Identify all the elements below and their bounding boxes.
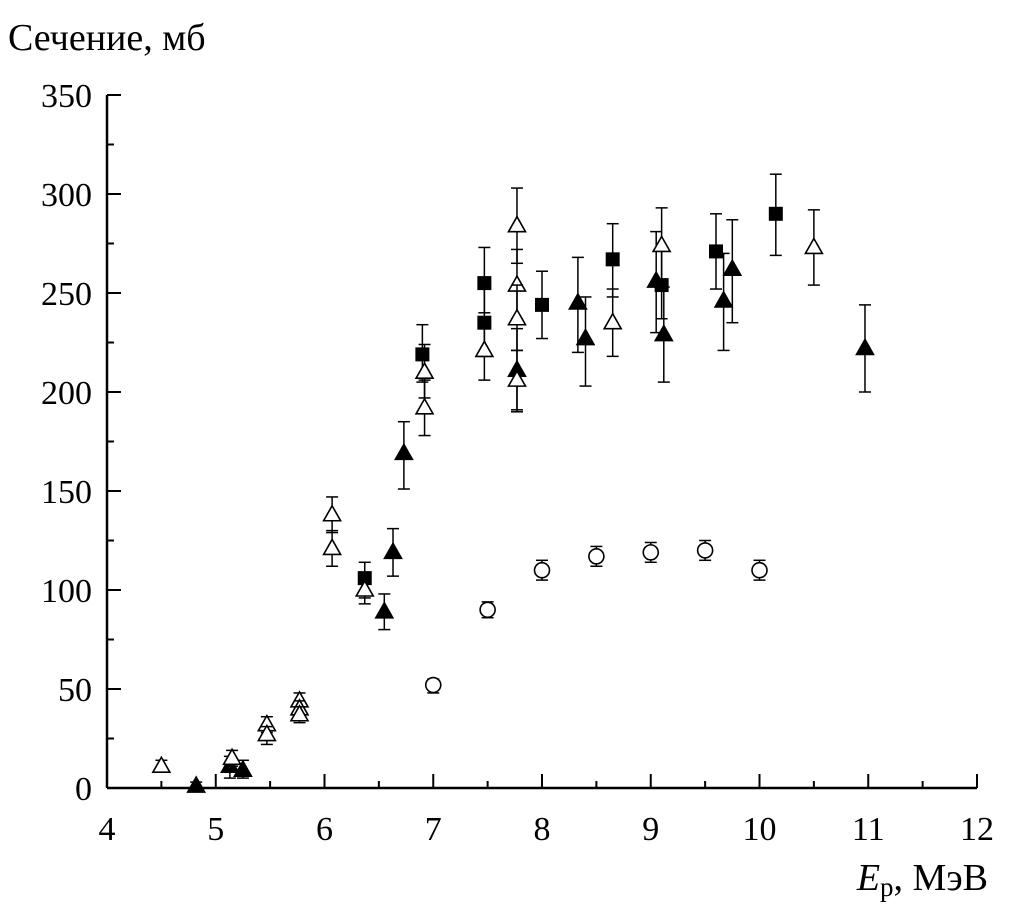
point-triangle-filled bbox=[575, 327, 596, 346]
point-circle-open bbox=[588, 548, 605, 565]
point-triangle-filled bbox=[568, 292, 588, 310]
point-circle-open bbox=[751, 561, 768, 579]
x-tick-label: 10 bbox=[743, 811, 777, 848]
point-triangle-open bbox=[151, 755, 172, 774]
x-tick-label: 5 bbox=[207, 811, 224, 848]
point-triangle-open bbox=[507, 215, 527, 233]
x-tick-label: 7 bbox=[425, 811, 442, 848]
x-ticks: 4 5 6 7 8 9 10 11 12 bbox=[99, 774, 994, 848]
point-triangle-filled bbox=[233, 759, 253, 777]
y-tick-label: 200 bbox=[41, 375, 92, 412]
point-circle-open bbox=[642, 544, 660, 561]
point-triangle-open bbox=[602, 312, 623, 330]
point-square-filled bbox=[477, 276, 492, 291]
y-tick-label: 50 bbox=[58, 672, 92, 709]
x-tick-label: 11 bbox=[852, 811, 885, 848]
y-tick-label: 150 bbox=[41, 474, 92, 511]
series-triangle-open bbox=[151, 187, 824, 774]
point-triangle-open bbox=[507, 369, 527, 387]
series-triangle-filled bbox=[186, 218, 875, 793]
point-square-filled bbox=[415, 347, 430, 362]
point-square-filled bbox=[768, 206, 783, 221]
y-tick-label: 250 bbox=[41, 276, 92, 313]
y-tick-label: 300 bbox=[41, 177, 92, 214]
x-axis-label-main: E bbox=[856, 857, 880, 899]
point-triangle-filled bbox=[394, 442, 414, 461]
point-square-filled bbox=[709, 244, 723, 259]
point-triangle-filled bbox=[653, 323, 674, 342]
point-triangle-open bbox=[256, 723, 277, 742]
y-tick-label: 0 bbox=[75, 771, 92, 808]
point-triangle-filled bbox=[855, 337, 875, 356]
data-points bbox=[151, 173, 875, 793]
series-square-filled bbox=[357, 173, 783, 599]
point-triangle-open bbox=[322, 537, 342, 556]
point-triangle-open bbox=[354, 579, 375, 597]
point-triangle-open bbox=[289, 704, 310, 722]
y-axis-label: Сечение, мб bbox=[8, 17, 206, 59]
point-triangle-filled bbox=[722, 258, 743, 277]
y-ticks: 0 50 100 150 200 250 300 350 bbox=[41, 78, 121, 808]
x-tick-label: 4 bbox=[99, 811, 116, 848]
x-tick-label: 9 bbox=[642, 811, 659, 848]
x-tick-label: 8 bbox=[534, 811, 551, 848]
point-square-filled bbox=[605, 252, 620, 267]
series-circle-open bbox=[424, 539, 768, 694]
point-triangle-open bbox=[474, 339, 495, 358]
point-triangle-open bbox=[414, 361, 435, 379]
point-circle-open bbox=[696, 542, 714, 559]
x-axis-label-unit: , МэВ bbox=[894, 857, 988, 899]
point-triangle-open bbox=[414, 397, 435, 415]
x-axis-label-sub: p bbox=[880, 872, 894, 902]
point-triangle-filled bbox=[374, 601, 395, 619]
point-square-filled bbox=[535, 297, 549, 312]
point-triangle-filled bbox=[186, 775, 207, 793]
y-tick-label: 100 bbox=[41, 573, 92, 610]
x-tick-label: 6 bbox=[316, 811, 333, 848]
point-circle-open bbox=[479, 601, 496, 619]
point-triangle-open bbox=[322, 504, 342, 522]
x-axis-label: Ep, МэВ bbox=[856, 857, 988, 902]
point-triangle-open bbox=[804, 236, 824, 255]
point-triangle-filled bbox=[383, 541, 403, 560]
point-triangle-open bbox=[222, 747, 242, 766]
point-triangle-open bbox=[507, 308, 527, 326]
point-circle-open bbox=[533, 561, 551, 579]
point-triangle-filled bbox=[713, 290, 734, 308]
x-tick-label: 12 bbox=[960, 811, 994, 848]
point-circle-open bbox=[424, 676, 442, 694]
point-triangle-open bbox=[651, 234, 672, 253]
y-tick-label: 350 bbox=[41, 78, 92, 115]
